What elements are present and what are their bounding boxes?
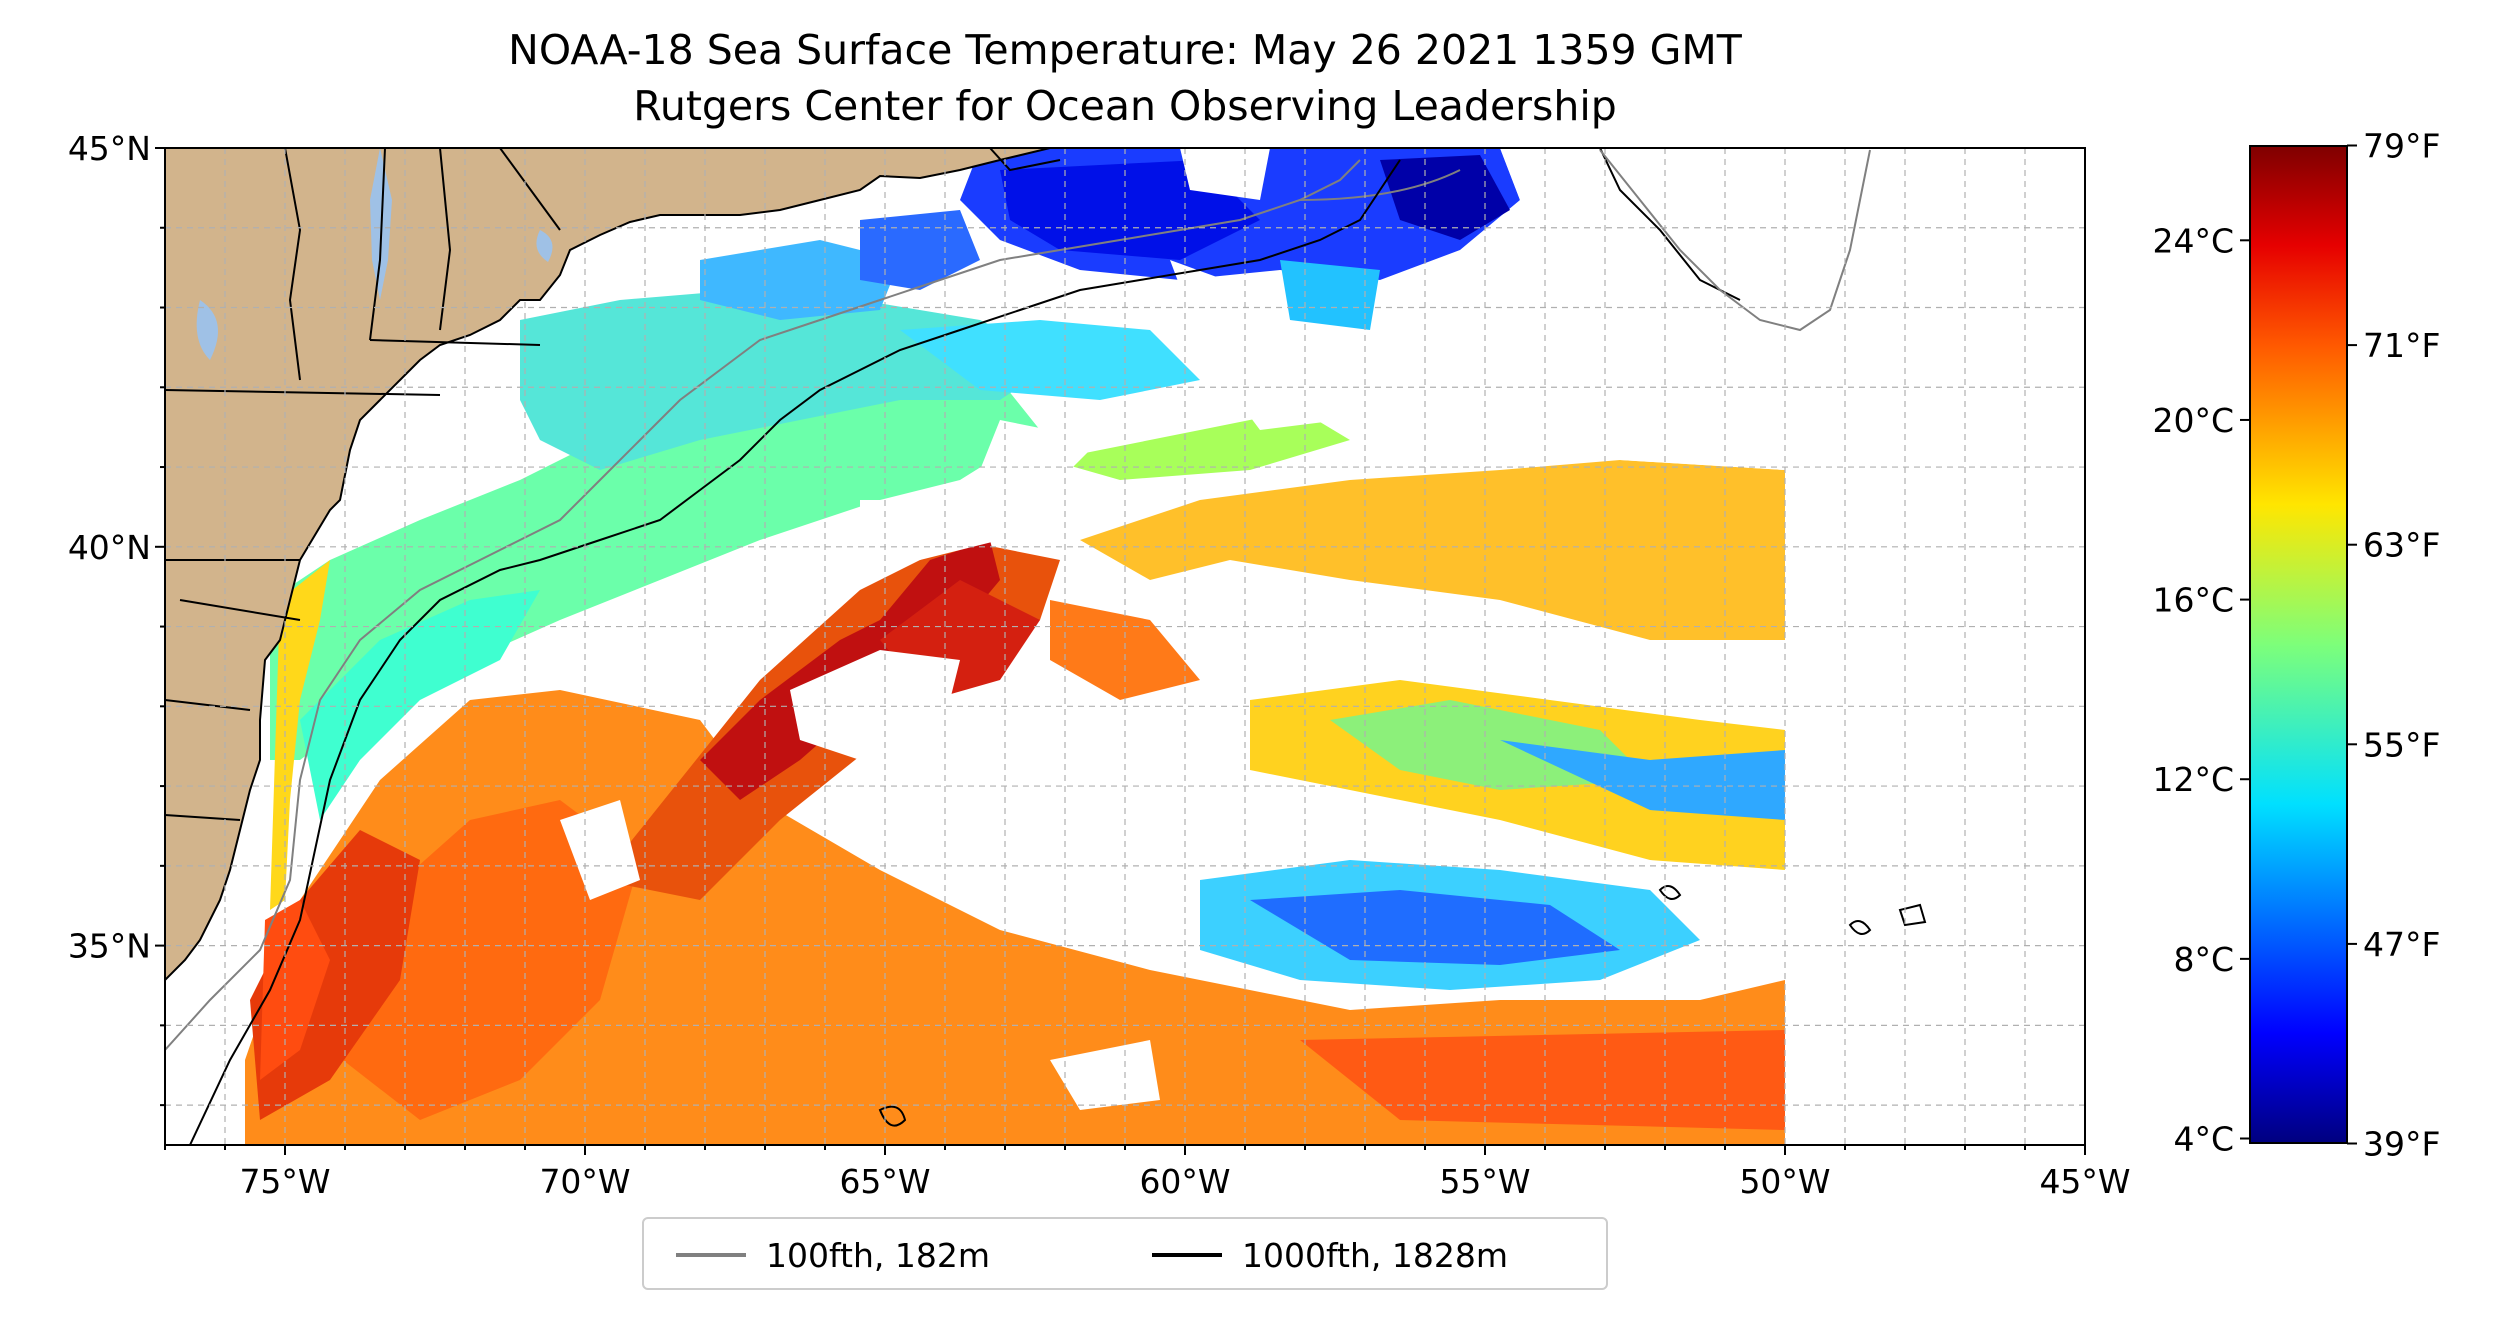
colorbar-label-c: 20°C xyxy=(2152,401,2234,440)
gridlines xyxy=(165,148,2085,1145)
colorbar-label-f: 47°F xyxy=(2363,925,2440,964)
x-tick-label: 55°W xyxy=(1439,1162,1530,1201)
legend-item-100fth: 100fth, 182m xyxy=(676,1235,990,1275)
colorbar-label-c: 16°C xyxy=(2152,581,2234,620)
isobath-legend: 100fth, 182m 1000fth, 1828m xyxy=(642,1217,1608,1290)
y-tick-label: 45°N xyxy=(68,129,151,168)
x-tick-label: 60°W xyxy=(1139,1162,1230,1201)
legend-label-100fth: 100fth, 182m xyxy=(766,1235,990,1275)
colorbar-label-c: 24°C xyxy=(2152,221,2234,260)
map-axis-ticks: 75°W 70°W 65°W 60°W 55°W 50°W 45°W 45°N 40°N 35°N xyxy=(68,129,2131,1201)
legend-item-1000fth: 1000fth, 1828m xyxy=(1152,1235,1508,1275)
colorbar-label-c: 8°C xyxy=(2173,940,2234,979)
colorbar-label-f: 39°F xyxy=(2363,1124,2440,1163)
colorbar: 24°C 20°C 16°C 12°C 8°C 4°C 79°F 71°F 63°F 55°F 47… xyxy=(2152,127,2440,1164)
colorbar-label-f: 79°F xyxy=(2363,127,2440,166)
colorbar-label-c: 12°C xyxy=(2152,760,2234,799)
y-tick-label: 40°N xyxy=(68,528,151,567)
x-tick-label: 70°W xyxy=(539,1162,630,1201)
colorbar-label-f: 71°F xyxy=(2363,326,2440,365)
isobath-1000fth xyxy=(189,159,1927,1145)
x-tick-label: 45°W xyxy=(2039,1162,2130,1201)
x-tick-label: 75°W xyxy=(239,1162,330,1201)
y-tick-label: 35°N xyxy=(68,927,151,966)
colorbar-label-f: 63°F xyxy=(2363,526,2440,565)
state-boundaries xyxy=(165,148,1741,981)
colorbar-ticks: 24°C 20°C 16°C 12°C 8°C 4°C 79°F 71°F 63°F 55°F 47… xyxy=(2152,127,2440,1164)
colorbar-gradient xyxy=(2249,145,2348,1144)
x-tick-label: 65°W xyxy=(839,1162,930,1201)
map-subtitle: Rutgers Center for Ocean Observing Leade… xyxy=(633,82,1617,130)
legend-swatch-gray xyxy=(676,1253,746,1257)
colorbar-label-c: 4°C xyxy=(2173,1120,2234,1159)
legend-label-1000fth: 1000fth, 1828m xyxy=(1242,1235,1508,1275)
x-tick-label: 50°W xyxy=(1739,1162,1830,1201)
colorbar-label-f: 55°F xyxy=(2363,725,2440,764)
legend-swatch-black xyxy=(1152,1253,1222,1257)
isobath-100fth xyxy=(165,149,1871,1051)
map-area xyxy=(165,148,2085,1145)
map-title: NOAA-18 Sea Surface Temperature: May 26 … xyxy=(508,26,1742,74)
